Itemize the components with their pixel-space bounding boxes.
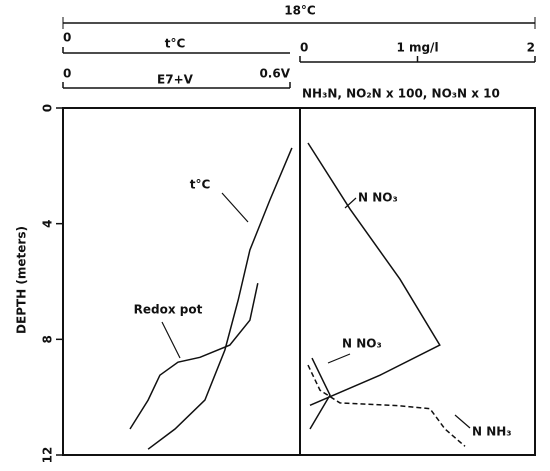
y-tick-label: 4 [41,219,55,227]
conc-axis-label: NH₃N, NO₂N x 100, NO₃N x 10 [302,87,500,101]
data-line [307,142,441,406]
leader-line [161,321,181,359]
leader-line [327,353,351,364]
y-axis-label: DEPTH (meters) [15,226,29,334]
x-tick-label: 1 mg/l [396,41,438,55]
y-tick-label: 12 [41,447,55,464]
y-tick-label: 8 [41,335,55,343]
series-label: t°C [190,178,211,192]
x-tick-label: 2 [527,41,535,55]
leader-line [221,192,249,223]
series-label: N NO₃ [342,337,382,351]
x-tick-label: 0 [63,67,71,81]
series-label: N NO₃ [358,191,398,205]
leader-line [344,197,357,209]
series-label: N NH₃ [472,425,512,439]
x-tick-label: 0 [300,41,308,55]
series-label: Redox pot [134,303,203,317]
x2-tick-label: 0 [63,31,71,45]
redox-axis-label: E7+V [157,73,194,87]
chart-title: 18°C [284,4,316,18]
temp-axis-label: t°C [165,37,186,51]
y-tick-label: 0 [41,104,55,112]
leader-line [454,414,471,429]
data-line [307,364,466,447]
x-tick-label: 0.6V [259,67,290,81]
data-line [309,357,331,430]
data-line [147,147,293,450]
data-line [129,283,259,430]
